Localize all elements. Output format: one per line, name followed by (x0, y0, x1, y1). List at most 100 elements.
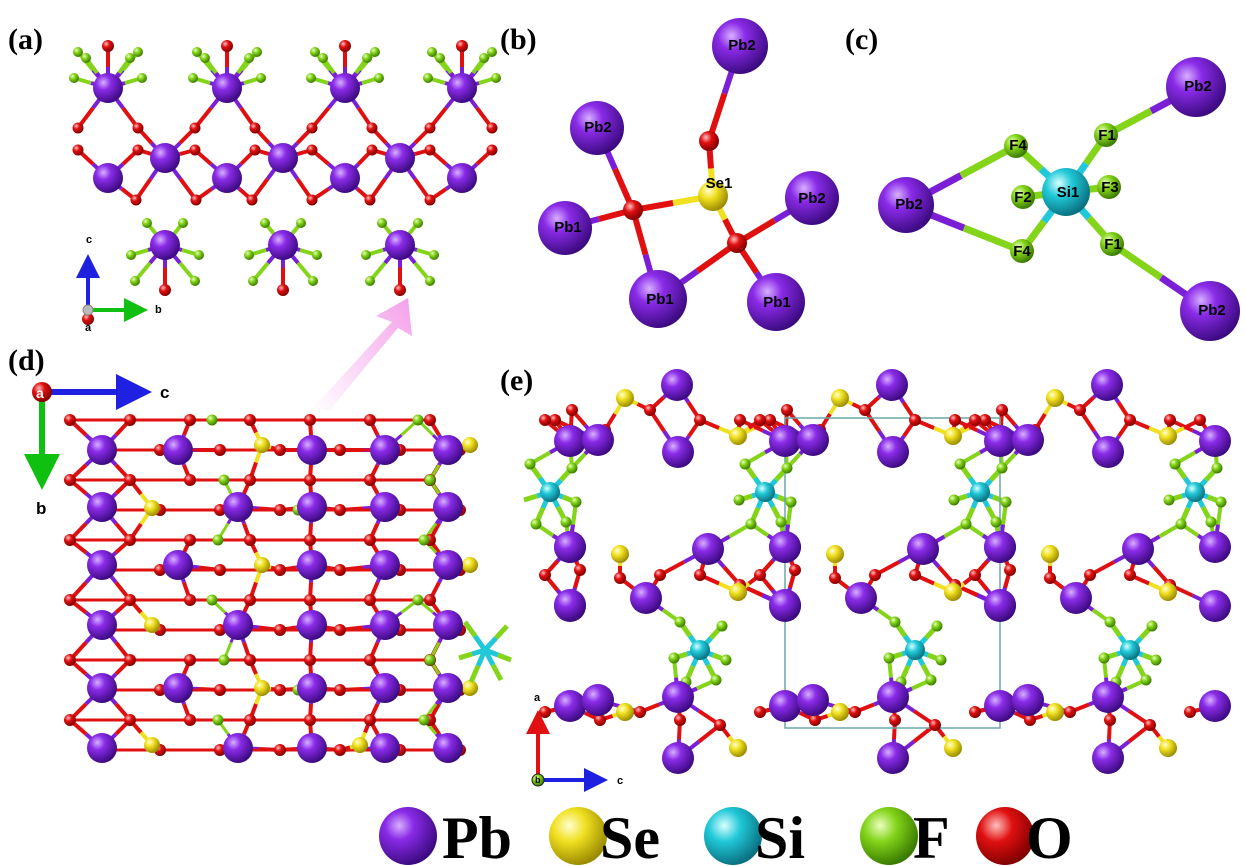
pb-atom (984, 425, 1016, 457)
se-atom (826, 545, 844, 563)
o-atom (64, 594, 76, 606)
se-atom (462, 437, 478, 453)
pb-atom (433, 492, 463, 522)
o-atom (699, 131, 719, 151)
se-atom (698, 181, 728, 211)
legend-swatch-pb (379, 807, 437, 865)
panel-b-se-coordination: Pb2 Pb2 Se1 Pb1 Pb2 Pb1 Pb1 (538, 18, 839, 331)
legend-swatch-se (549, 807, 607, 865)
o-atom (634, 706, 646, 718)
bond (483, 636, 498, 652)
pb-atom (769, 690, 801, 722)
o-atom (124, 594, 136, 606)
f-atom (252, 47, 262, 57)
f-atom (248, 276, 258, 286)
o-atom (549, 414, 561, 426)
se-atom (1159, 739, 1177, 757)
o-atom (274, 444, 286, 456)
f-atom (244, 250, 254, 260)
f-atom (720, 654, 732, 666)
f-atom (126, 250, 136, 260)
f-atom (312, 250, 322, 260)
o-atom (184, 474, 196, 486)
legend-item-f: F (860, 805, 950, 866)
pb-atom (385, 143, 415, 173)
pb-atom (297, 435, 327, 465)
f-atom (188, 73, 198, 83)
f-atom (1011, 185, 1035, 209)
pb-atom (212, 73, 242, 103)
atom-label: F4 (1013, 243, 1031, 260)
f-atom (889, 616, 901, 628)
o-atom (274, 564, 286, 576)
atom-label: Pb2 (584, 119, 612, 136)
pb-atom (163, 673, 193, 703)
f-atom (413, 218, 423, 228)
f-atom (308, 276, 318, 286)
pb-atom (93, 163, 123, 193)
o-atom (1024, 714, 1036, 726)
f-atom (775, 516, 787, 528)
o-atom (244, 714, 256, 726)
panel-label-b: (b) (500, 23, 537, 56)
f-atom (1104, 616, 1116, 628)
pb-atom (692, 533, 724, 565)
atom-label: F3 (1101, 179, 1119, 196)
se-atom (1046, 389, 1064, 407)
o-atom (781, 404, 793, 416)
o-atom (184, 594, 196, 606)
panel-label-d: (d) (8, 344, 45, 377)
o-atom (364, 414, 376, 426)
legend-item-o: O (976, 805, 1073, 866)
o-atom (339, 40, 351, 52)
se-atom (144, 500, 160, 516)
f-atom (668, 652, 680, 664)
pb-atom (268, 143, 298, 173)
pb-atom (223, 733, 253, 763)
o-atom (184, 534, 196, 546)
pb-atom (433, 673, 463, 703)
pb-atom (570, 101, 624, 155)
o-atom (486, 144, 498, 156)
f-atom (1150, 654, 1162, 666)
f-atom (954, 458, 966, 470)
f-atom (1175, 518, 1187, 530)
se-atom (254, 437, 270, 453)
o-atom (1184, 706, 1196, 718)
pb-atom (1092, 681, 1124, 713)
f-atom (570, 496, 582, 508)
o-atom (154, 564, 166, 576)
o-atom (829, 572, 841, 584)
atom-label: Pb2 (895, 196, 923, 213)
f-atom (306, 73, 316, 83)
f-atom (674, 616, 686, 628)
o-atom (214, 564, 226, 576)
atom-label: Pb1 (646, 291, 674, 308)
se-atom (831, 389, 849, 407)
atom-label: Pb1 (554, 219, 582, 236)
pb-atom (447, 73, 477, 103)
pb-atom (370, 673, 400, 703)
link-arrow (312, 298, 412, 410)
f-atom (733, 494, 745, 506)
o-atom (366, 122, 378, 134)
o-atom (674, 714, 686, 726)
si-atom (755, 482, 775, 502)
pb-atom (1092, 436, 1124, 468)
unit-cell (784, 417, 1001, 729)
pb-atom (150, 230, 180, 260)
o-atom (574, 564, 586, 576)
pb-atom (433, 550, 463, 580)
pb-atom (629, 270, 687, 328)
pb-atom (433, 610, 463, 640)
si-atom (905, 640, 925, 660)
o-atom (969, 569, 981, 581)
pb-atom (223, 610, 253, 640)
f-atom (996, 462, 1008, 474)
panel-d-axes: a c b (24, 374, 169, 518)
o-atom (364, 654, 376, 666)
o-atom (694, 569, 706, 581)
f-atom (716, 620, 728, 632)
pb-atom (87, 673, 117, 703)
pb-atom (87, 733, 117, 763)
